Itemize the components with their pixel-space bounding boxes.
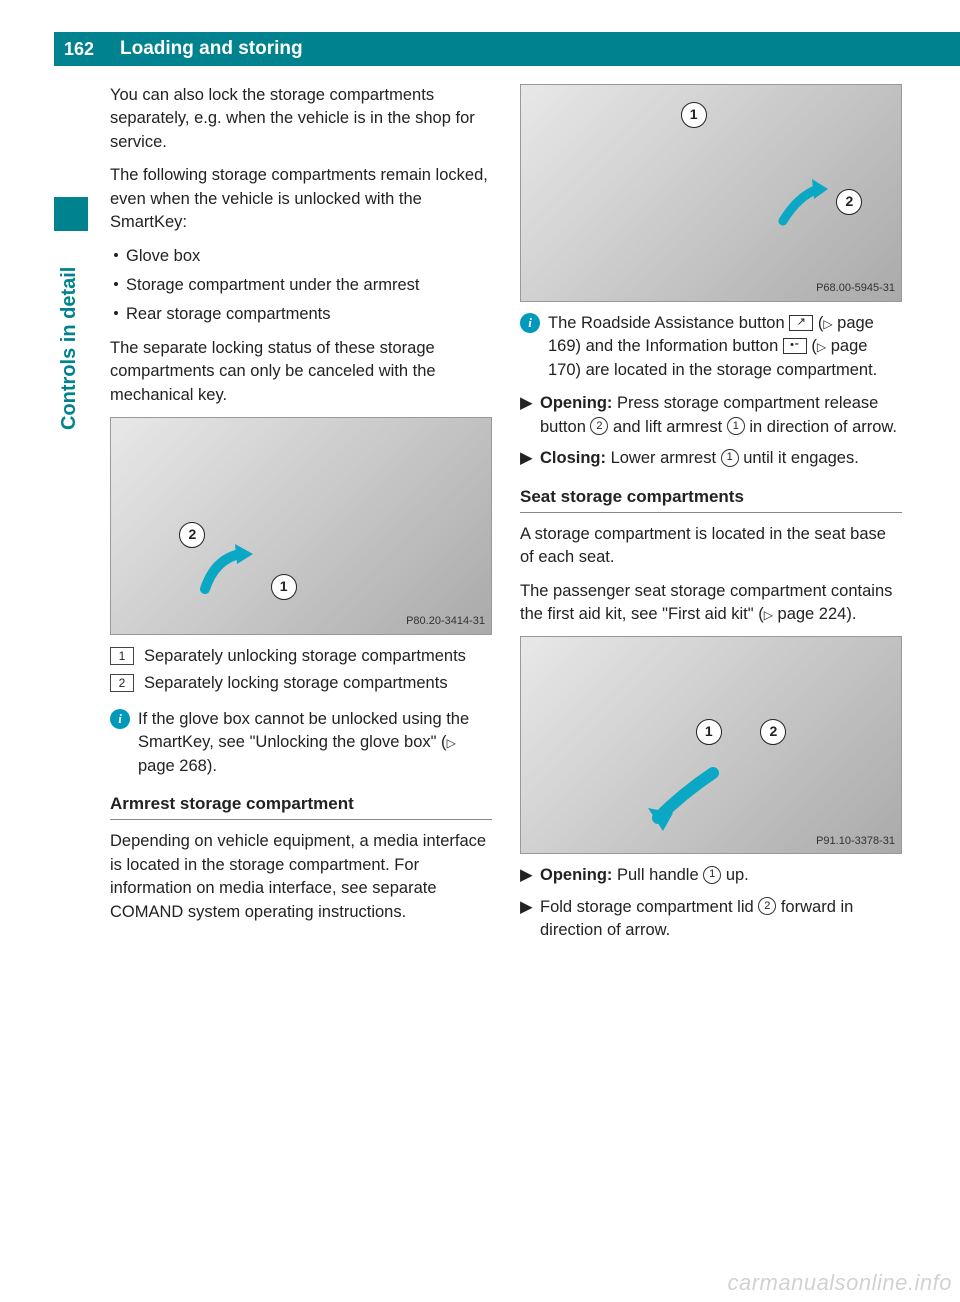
- body-text: Depending on vehicle equipment, a media …: [110, 830, 492, 924]
- callout-2: 2: [836, 189, 862, 215]
- callout-ref-1: 1: [703, 866, 721, 884]
- step-part: up.: [721, 866, 749, 884]
- step-text: Fold storage compartment lid 2 forward i…: [540, 896, 902, 943]
- arrow-icon: [768, 171, 828, 231]
- step-part: until it engages.: [739, 449, 859, 467]
- figure-armrest: 1 2 P68.00-5945-31: [520, 84, 902, 302]
- callout-ref-1: 1: [727, 417, 745, 435]
- step-part: in direction of arrow.: [745, 418, 897, 436]
- instruction-step: ▶ Closing: Lower armrest 1 until it enga…: [520, 447, 902, 470]
- figure-seat-storage: 1 2 P91.10-3378-31: [520, 636, 902, 854]
- triangle-icon: ▷: [817, 340, 826, 354]
- step-text: Opening: Press storage compartment relea…: [540, 392, 902, 439]
- info-icon: i: [110, 709, 130, 729]
- note-text-part: The Roadside Assistance button: [548, 314, 789, 332]
- legend-number: 1: [110, 647, 134, 665]
- legend-text: Separately unlocking storage compartment…: [144, 645, 466, 668]
- side-tab: [54, 197, 88, 231]
- arrow-icon: [643, 763, 723, 833]
- callout-1: 1: [696, 719, 722, 745]
- roadside-button-icon: ↗: [789, 315, 813, 331]
- step-arrow-icon: ▶: [520, 392, 534, 439]
- figure-label: P91.10-3378-31: [816, 834, 895, 850]
- figure-label: P80.20-3414-31: [406, 614, 485, 630]
- right-column: 1 2 P68.00-5945-31 i The Roadside Assist…: [520, 84, 902, 951]
- list-item: Storage compartment under the armrest: [110, 274, 492, 297]
- side-section-label: Controls in detail: [58, 267, 81, 430]
- watermark: carmanualsonline.info: [727, 1270, 952, 1296]
- body-text: You can also lock the storage compartmen…: [110, 84, 492, 154]
- step-text: Opening: Pull handle 1 up.: [540, 864, 749, 887]
- information-button-icon: •⁃: [783, 338, 807, 354]
- left-column: You can also lock the storage compartmen…: [110, 84, 492, 951]
- step-arrow-icon: ▶: [520, 447, 534, 470]
- info-note: i If the glove box cannot be unlocked us…: [110, 708, 492, 778]
- step-part: Lower armrest: [606, 449, 721, 467]
- subheading: Armrest storage compartment: [110, 792, 492, 820]
- legend-row: 1 Separately unlocking storage compartme…: [110, 645, 492, 668]
- list-item: Glove box: [110, 245, 492, 268]
- body-text: The separate locking status of these sto…: [110, 337, 492, 407]
- callout-2: 2: [760, 719, 786, 745]
- legend-text: Separately locking storage compartments: [144, 672, 448, 695]
- body-text-part: page 224).: [773, 605, 856, 623]
- arrow-icon: [195, 539, 255, 599]
- manual-page: 162 Loading and storing Controls in deta…: [0, 0, 960, 1302]
- figure-glovebox-lock: 2 1 P80.20-3414-31: [110, 417, 492, 635]
- subheading: Seat storage compartments: [520, 485, 902, 513]
- header-bar: Loading and storing: [104, 32, 960, 66]
- body-text: The following storage compartments remai…: [110, 164, 492, 234]
- page-number: 162: [54, 32, 104, 66]
- triangle-icon: ▷: [764, 608, 773, 622]
- callout-ref-2: 2: [758, 897, 776, 915]
- body-text: The passenger seat storage compartment c…: [520, 580, 902, 627]
- note-text-part: page 268).: [138, 757, 217, 775]
- info-icon: i: [520, 313, 540, 333]
- step-arrow-icon: ▶: [520, 864, 534, 887]
- step-lead: Opening:: [540, 866, 612, 884]
- instruction-step: ▶ Opening: Press storage compartment rel…: [520, 392, 902, 439]
- note-text-part: (: [813, 314, 823, 332]
- note-text-part: If the glove box cannot be unlocked usin…: [138, 710, 469, 751]
- header-title: Loading and storing: [120, 38, 303, 60]
- instruction-step: ▶ Fold storage compartment lid 2 forward…: [520, 896, 902, 943]
- instruction-step: ▶ Opening: Pull handle 1 up.: [520, 864, 902, 887]
- content-columns: You can also lock the storage compartmen…: [110, 84, 902, 951]
- step-lead: Opening:: [540, 394, 612, 412]
- info-note: i The Roadside Assistance button ↗ (▷ pa…: [520, 312, 902, 382]
- list-item: Rear storage compartments: [110, 303, 492, 326]
- triangle-icon: ▷: [447, 736, 456, 750]
- note-text-part: (: [807, 337, 817, 355]
- callout-1: 1: [681, 102, 707, 128]
- callout-ref-2: 2: [590, 417, 608, 435]
- step-part: and lift armrest: [608, 418, 726, 436]
- step-arrow-icon: ▶: [520, 896, 534, 943]
- callout-ref-1: 1: [721, 449, 739, 467]
- step-lead: Closing:: [540, 449, 606, 467]
- legend-number: 2: [110, 674, 134, 692]
- legend-row: 2 Separately locking storage compartment…: [110, 672, 492, 695]
- note-text: The Roadside Assistance button ↗ (▷ page…: [548, 312, 902, 382]
- step-part: Fold storage compartment lid: [540, 898, 758, 916]
- figure-label: P68.00-5945-31: [816, 281, 895, 297]
- body-text: A storage compartment is located in the …: [520, 523, 902, 570]
- step-text: Closing: Lower armrest 1 until it engage…: [540, 447, 859, 470]
- note-text: If the glove box cannot be unlocked usin…: [138, 708, 492, 778]
- step-part: Pull handle: [612, 866, 703, 884]
- triangle-icon: ▷: [823, 317, 832, 331]
- bullet-list: Glove box Storage compartment under the …: [110, 245, 492, 327]
- callout-1: 1: [271, 574, 297, 600]
